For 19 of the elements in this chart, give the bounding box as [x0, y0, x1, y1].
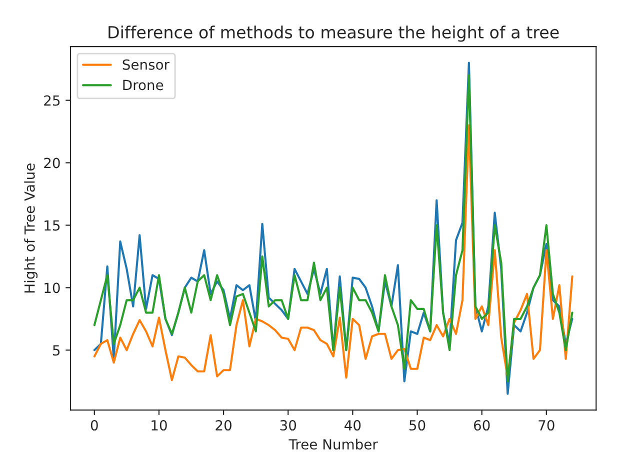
y-tick-label: 15 — [44, 220, 60, 231]
x-tick-label: 70 — [538, 420, 554, 431]
y-tick-label: 5 — [53, 345, 60, 356]
x-tick-label: 10 — [152, 420, 167, 431]
line-series — [93, 124, 574, 382]
x-tick-label: 20 — [216, 420, 232, 431]
x-tick-label: 30 — [280, 420, 296, 431]
legend-label: Drone — [123, 80, 164, 90]
y-tick-label: 25 — [44, 95, 60, 106]
x-tick-label: 60 — [474, 420, 490, 431]
y-axis-title: Hight of Tree Value — [24, 164, 38, 293]
x-tick-label: 0 — [90, 420, 98, 431]
y-tick-label: 20 — [44, 158, 60, 168]
chart-title: Difference of methods to measure the height of a tree — [108, 26, 559, 42]
legend-label: Sensor — [122, 59, 170, 70]
x-tick-label: 40 — [344, 420, 361, 431]
x-axis-title: Tree Number — [288, 438, 378, 450]
x-tick-label: 50 — [410, 420, 426, 431]
y-tick-label: 10 — [44, 282, 60, 294]
